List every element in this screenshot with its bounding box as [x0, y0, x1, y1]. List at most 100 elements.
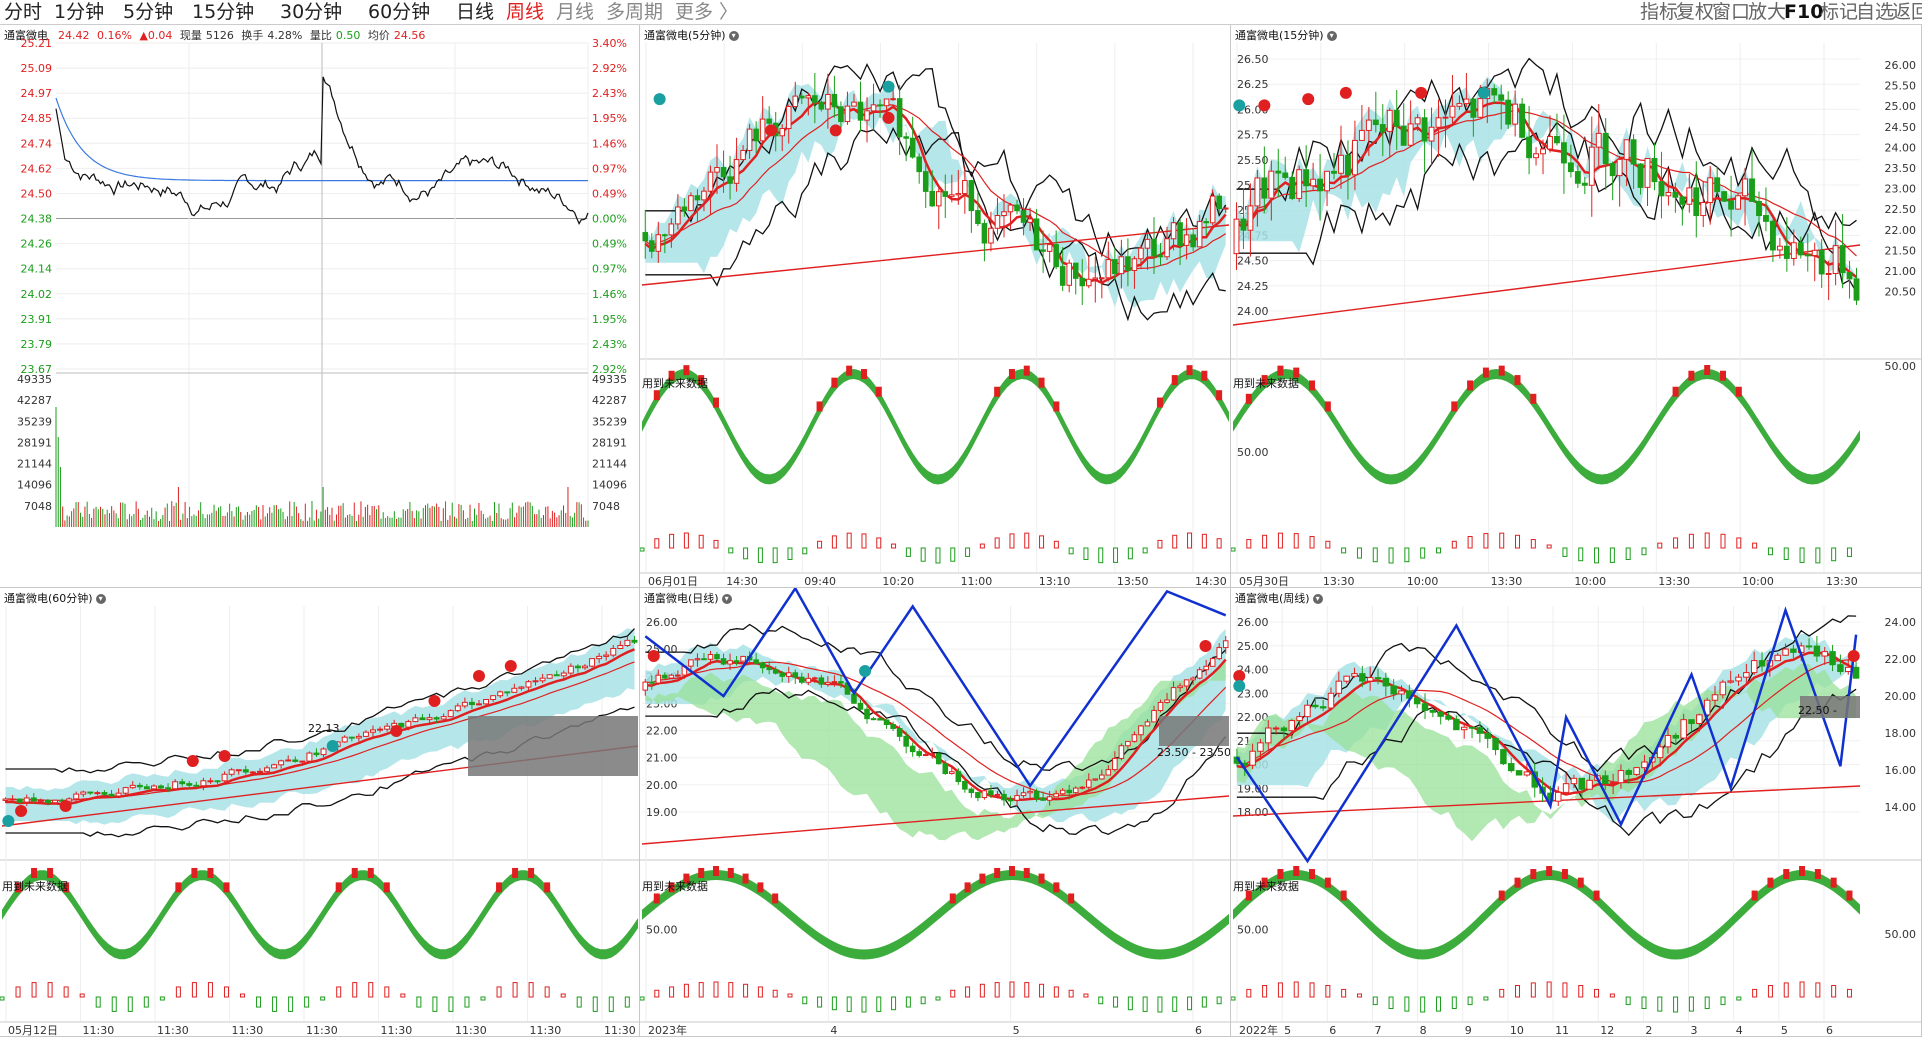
candle-body: [1453, 718, 1460, 731]
candle-body: [468, 701, 475, 706]
volume-oscillator-bar: [1467, 996, 1473, 1006]
period-tab-2[interactable]: 5分钟: [123, 1, 174, 23]
volume-oscillator-bar: [1846, 988, 1852, 998]
oscillator-bar: [653, 390, 660, 401]
x-tick-label: 5: [1284, 1024, 1291, 1037]
candle-body: [504, 691, 511, 694]
chevron-down-icon[interactable]: ▾: [721, 594, 732, 604]
period-tab-4[interactable]: 30分钟: [280, 1, 343, 23]
candle-body: [454, 705, 461, 712]
volume-oscillator-bar: [1083, 547, 1089, 560]
candle-body: [694, 195, 701, 201]
volume-oscillator-bar: [1783, 547, 1789, 560]
chart-panel-60min[interactable]: 05月12日 11:30 11:30 11:30 11:30 11:30 11:30 11:3…: [0, 588, 640, 1037]
kline-chart-5min[interactable]: 06月01日 14:30 09:40 10:20 11:00 13:10 13:50 14:3…: [640, 25, 1231, 588]
candle-body: [1743, 672, 1750, 678]
future-data-label-weekly: 用到未来数据: [1233, 880, 1299, 893]
toolbar-button-5[interactable]: 标记: [1820, 1, 1859, 23]
candle-body: [1656, 746, 1664, 759]
candle-body: [1196, 669, 1203, 679]
kline-chart-60min[interactable]: 05月12日 11:30 11:30 11:30 11:30 11:30 11:30 11:3…: [0, 588, 640, 1037]
chevron-down-icon[interactable]: ▾: [95, 594, 106, 604]
volume-oscillator-bar: [683, 532, 689, 549]
kline-chart-daily[interactable]: 26.0025.0024.0023.0022.0021.0020.0019.00…: [640, 588, 1231, 1037]
candle-body: [740, 655, 746, 662]
candle-body: [1547, 135, 1553, 150]
right-axis-tick: 24.00: [1885, 616, 1917, 629]
candle-body: [714, 167, 720, 173]
period-tab-3[interactable]: 15分钟: [192, 1, 255, 23]
candle-body: [1125, 256, 1131, 271]
candle-body: [1272, 727, 1280, 730]
candle-body: [80, 791, 87, 795]
candle-body: [1756, 200, 1762, 217]
candle-body: [1014, 795, 1020, 801]
candle-body: [1492, 737, 1499, 751]
volume-oscillator-bar: [950, 989, 956, 998]
price-tick-label: 23.67: [21, 363, 53, 376]
candle-body: [1151, 238, 1157, 257]
volume-oscillator-bar: [935, 996, 941, 1001]
chart-panel-weekly[interactable]: 26.0025.0024.0023.0022.0021.0020.0019.00…: [1231, 588, 1922, 1037]
candle-body: [942, 191, 949, 197]
candle-body: [1177, 222, 1183, 246]
chart-panel-15min[interactable]: 26.5026.2526.0025.7525.5025.2525.0024.75…: [1231, 25, 1922, 588]
volume-oscillator-bar: [802, 547, 808, 555]
toolbar-button-3[interactable]: 放大: [1748, 1, 1787, 23]
chevron-down-icon[interactable]: ▾: [1326, 31, 1337, 41]
period-tab-7[interactable]: 周线: [506, 1, 545, 23]
candle-body: [1414, 117, 1421, 125]
kline-chart-15min[interactable]: 26.5026.2526.0025.7525.5025.2525.0024.75…: [1231, 25, 1922, 588]
chevron-down-icon[interactable]: ▾: [1312, 594, 1323, 604]
x-tick-label: 13:30: [1323, 575, 1355, 588]
candle-body: [864, 708, 870, 720]
chart-panel-5min[interactable]: 06月01日 14:30 09:40 10:20 11:00 13:10 13:50 14:3…: [640, 25, 1231, 588]
candle-body: [896, 98, 903, 138]
candle-body: [1658, 181, 1665, 197]
oscillator-bar: [1245, 393, 1252, 404]
period-tab-5[interactable]: 60分钟: [368, 1, 431, 23]
oscillator-bar: [1672, 386, 1679, 397]
period-tab-9[interactable]: 多周期: [606, 1, 664, 23]
volume-tick-label: 14096: [17, 479, 52, 492]
volume-tick-label: 7048: [24, 500, 52, 513]
intraday-panel[interactable]: 通富微电 24.42 0.16% ▲0.04 现量 5126 换手 4.28% 量比…: [0, 25, 640, 588]
volume-oscillator-bar: [846, 996, 852, 1012]
chart-panel-daily[interactable]: 26.0025.0024.0023.0022.0021.0020.0019.00…: [640, 588, 1231, 1037]
toolbar-button-4[interactable]: F10: [1784, 1, 1824, 23]
oscillator-bar: [1704, 365, 1711, 375]
candle-body: [1445, 715, 1452, 720]
candle-body: [292, 759, 299, 762]
candle-body: [779, 672, 786, 677]
period-tab-0[interactable]: 分时: [4, 1, 43, 23]
oscillator-bar: [1324, 401, 1331, 412]
candle-body: [909, 745, 916, 753]
x-tick-label: 2023年: [648, 1023, 687, 1037]
candle-body: [1500, 749, 1507, 765]
candle-body: [44, 799, 51, 804]
chevron-down-icon[interactable]: ▾: [728, 31, 739, 41]
period-tab-6[interactable]: 日线: [456, 1, 495, 23]
oscillator-bar: [1008, 866, 1015, 876]
toolbar-button-1[interactable]: 复权: [1676, 1, 1715, 23]
oscillator-bar: [949, 893, 956, 904]
period-tab-8[interactable]: 月线: [556, 1, 595, 23]
candle-body: [1783, 245, 1790, 259]
toolbar-button-7[interactable]: 返回: [1892, 1, 1922, 23]
period-tab-1[interactable]: 1分钟: [54, 1, 105, 23]
oscillator-bar: [1053, 882, 1060, 893]
intraday-chart[interactable]: 25.21 3.40% 25.09 2.92% 24.97 2.43% 24.85 1.95%…: [0, 25, 640, 588]
candle-body: [1846, 272, 1853, 280]
candle-body: [968, 788, 975, 794]
kline-chart-weekly[interactable]: 26.0025.0024.0023.0022.0021.0020.0019.00…: [1231, 588, 1922, 1037]
price-tick-label: 25.09: [21, 62, 53, 75]
period-tab-10[interactable]: 更多 〉: [675, 1, 739, 23]
volume-tick-label: 35239: [592, 415, 627, 428]
candle-body: [1609, 163, 1616, 177]
toolbar-button-0[interactable]: 指标: [1640, 1, 1679, 23]
toolbar-button-2[interactable]: 窗口: [1712, 1, 1751, 23]
right-axis-tick: 16.00: [1885, 764, 1917, 777]
candle-body: [341, 736, 348, 743]
toolbar-button-6[interactable]: 自选: [1856, 1, 1895, 23]
candle-body: [1491, 88, 1498, 96]
